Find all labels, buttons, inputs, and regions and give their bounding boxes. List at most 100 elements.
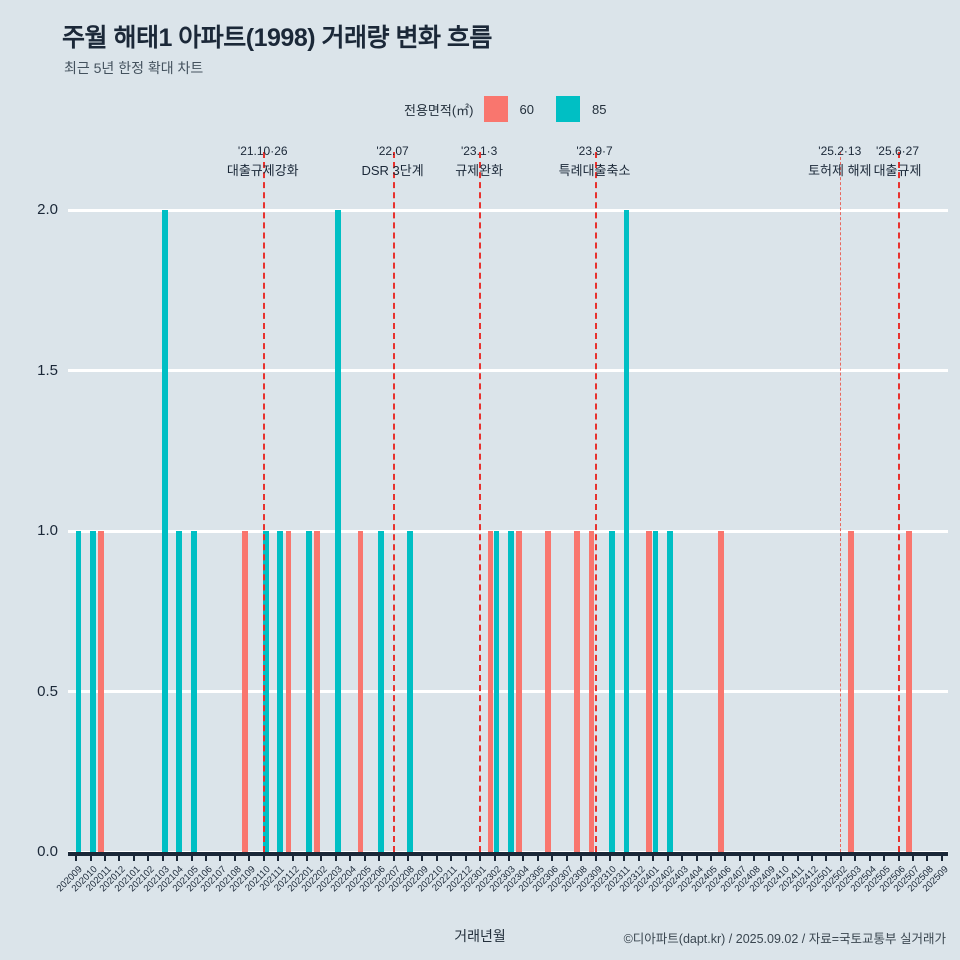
y-axis-tick-label: 0.0 — [37, 843, 58, 860]
gridline — [68, 369, 948, 372]
legend-title: 전용면적(㎡) — [404, 102, 474, 118]
x-axis-tick — [522, 852, 525, 861]
bar[interactable] — [487, 531, 494, 852]
x-axis-tick — [724, 852, 727, 861]
x-axis-tick — [782, 852, 785, 861]
bar[interactable] — [263, 531, 269, 852]
bar[interactable] — [623, 210, 630, 852]
x-axis-tick — [464, 852, 467, 861]
x-axis-tick — [551, 852, 554, 861]
bar[interactable] — [652, 531, 659, 852]
x-axis-tick — [536, 852, 539, 861]
bar[interactable] — [190, 531, 197, 852]
x-axis-tick — [796, 852, 799, 861]
x-axis-tick — [392, 852, 395, 861]
x-axis-tick — [767, 852, 770, 861]
bar[interactable] — [848, 531, 854, 852]
x-axis-tick — [637, 852, 640, 861]
bar[interactable] — [545, 531, 551, 852]
bar[interactable] — [666, 531, 673, 852]
bar[interactable] — [314, 531, 321, 852]
x-axis-tick — [104, 852, 107, 861]
event-marker-line — [392, 152, 395, 852]
event-marker-label: '25.2·13 토허제 해제 — [808, 144, 872, 178]
bar[interactable] — [574, 531, 580, 852]
bar[interactable] — [609, 531, 615, 852]
x-axis-tick — [839, 852, 842, 861]
legend-item-85[interactable]: 85 — [555, 96, 607, 122]
x-axis-tick — [565, 852, 568, 861]
x-axis-tick — [479, 852, 482, 861]
x-axis-tick — [753, 852, 756, 861]
x-axis-tick — [147, 852, 150, 861]
x-axis-tick — [176, 852, 179, 861]
chart-subtitle: 최근 5년 한정 확대 차트 — [64, 60, 204, 76]
y-axis-tick-label: 2.0 — [37, 201, 58, 218]
bar[interactable] — [285, 531, 292, 852]
x-axis-tick — [709, 852, 712, 861]
event-marker-label: '21.10·26 대출규제강화 — [226, 144, 299, 178]
x-axis-tick — [233, 852, 236, 861]
x-axis-tick — [940, 852, 943, 861]
x-axis-tick — [421, 852, 424, 861]
bar[interactable] — [508, 531, 514, 852]
bar[interactable] — [162, 210, 168, 852]
legend-label-60: 60 — [519, 101, 534, 117]
bar[interactable] — [718, 531, 724, 852]
x-axis-tick — [219, 852, 222, 861]
bar[interactable] — [89, 531, 96, 852]
x-axis-tick — [493, 852, 496, 861]
x-axis-tick — [407, 852, 410, 861]
bar[interactable] — [335, 210, 341, 852]
x-axis-tick — [89, 852, 92, 861]
x-axis-tick — [810, 852, 813, 861]
x-axis-tick — [378, 852, 381, 861]
x-axis-tick — [277, 852, 280, 861]
y-axis-tick-label: 0.5 — [37, 682, 58, 700]
event-marker-label: '22.07 DSR 3단계 — [361, 144, 424, 178]
x-axis-tick — [132, 852, 135, 861]
x-axis-tick — [695, 852, 698, 861]
bar[interactable] — [493, 531, 500, 852]
x-axis-tick — [248, 852, 251, 861]
bar[interactable] — [277, 531, 284, 852]
x-axis-tick — [594, 852, 597, 861]
x-axis-tick — [608, 852, 611, 861]
x-axis-tick — [262, 852, 265, 861]
bar[interactable] — [176, 531, 183, 852]
x-axis-tick — [291, 852, 294, 861]
bar[interactable] — [646, 531, 652, 852]
legend: 전용면적(㎡) 60 85 — [404, 96, 628, 122]
gridline — [68, 208, 948, 212]
x-axis-tick — [623, 852, 626, 861]
x-axis-tick — [450, 852, 453, 861]
x-axis-tick — [911, 852, 914, 861]
event-marker-line — [262, 152, 265, 852]
x-axis-tick — [334, 852, 337, 861]
bar[interactable] — [306, 531, 312, 852]
bar[interactable] — [242, 531, 248, 852]
legend-swatch-85 — [555, 96, 580, 122]
gridline — [68, 529, 948, 533]
bar[interactable] — [357, 531, 364, 852]
bar[interactable] — [905, 531, 912, 852]
page-title: 주월 해태1 아파트(1998) 거래량 변화 흐름 — [62, 24, 492, 52]
x-axis-label: 거래년월 — [454, 928, 506, 944]
bar[interactable] — [516, 531, 522, 852]
x-axis-tick — [897, 852, 900, 861]
x-axis-tick — [190, 852, 193, 861]
event-marker-label: '25.6·27 대출규제 — [873, 144, 922, 178]
bar[interactable] — [407, 531, 413, 852]
legend-item-60[interactable]: 60 — [483, 96, 534, 122]
bar[interactable] — [75, 531, 82, 852]
plot-area: 0.00.51.01.52.0거래량(건)'21.10·26대출규제강화'22.… — [37, 144, 948, 860]
bar[interactable] — [588, 531, 595, 852]
legend-label-85: 85 — [591, 101, 607, 117]
x-axis-tick — [435, 852, 438, 861]
event-marker-line — [479, 152, 482, 852]
event-marker-label: '23.1·3 규제완화 — [455, 144, 504, 178]
bar[interactable] — [98, 531, 104, 852]
bar[interactable] — [378, 531, 385, 852]
x-axis-tick — [868, 852, 871, 861]
x-axis-tick — [349, 852, 352, 861]
